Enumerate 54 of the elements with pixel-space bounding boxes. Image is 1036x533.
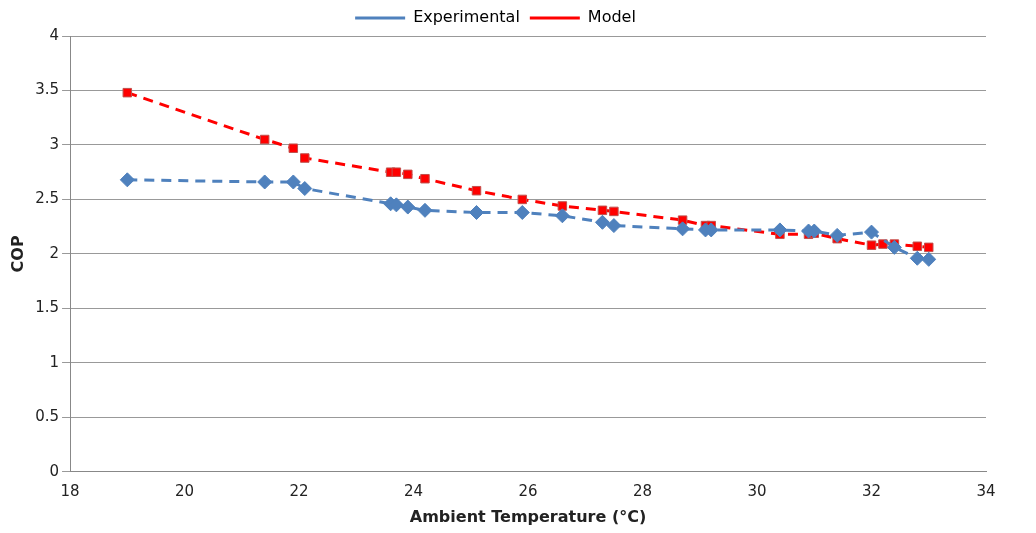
point bbox=[257, 174, 273, 190]
y-tick-label: 1.5 bbox=[35, 298, 60, 317]
legend-label: Model bbox=[587, 7, 636, 27]
point bbox=[829, 227, 845, 243]
point bbox=[866, 240, 877, 250]
y-tick-label: 2.5 bbox=[35, 189, 60, 208]
x-tick-label: 22 bbox=[289, 481, 309, 500]
point bbox=[909, 250, 925, 266]
y-tick-label: 0.5 bbox=[35, 407, 60, 426]
x-tick-label: 28 bbox=[632, 481, 653, 500]
x-tick-label: 24 bbox=[403, 481, 424, 500]
point bbox=[675, 221, 691, 237]
legend-label: Experimental bbox=[413, 7, 520, 27]
x-tick-label: 26 bbox=[518, 481, 538, 500]
point bbox=[924, 242, 934, 253]
x-tick-label: 34 bbox=[976, 481, 996, 500]
point bbox=[122, 87, 133, 98]
y-tick-label: 0 bbox=[49, 461, 60, 480]
point bbox=[119, 172, 135, 188]
point bbox=[606, 218, 622, 234]
y-tick-label: 2 bbox=[49, 243, 60, 262]
point bbox=[417, 202, 433, 218]
y-tick-label: 3 bbox=[49, 134, 60, 153]
point bbox=[609, 206, 619, 217]
point bbox=[594, 214, 610, 230]
point bbox=[288, 143, 299, 153]
x-axis-title: Ambient Temperature (°C) bbox=[409, 506, 647, 526]
point bbox=[471, 185, 482, 196]
point bbox=[300, 153, 310, 163]
point bbox=[921, 251, 937, 267]
point bbox=[420, 173, 430, 184]
point bbox=[400, 199, 416, 215]
point bbox=[259, 134, 270, 145]
y-tick-label: 3.5 bbox=[35, 80, 60, 99]
point bbox=[403, 169, 413, 180]
point bbox=[297, 181, 313, 197]
x-tick-label: 30 bbox=[747, 481, 767, 500]
point bbox=[912, 241, 923, 252]
point bbox=[597, 205, 608, 216]
point bbox=[391, 167, 402, 177]
y-tick-label: 1 bbox=[49, 352, 60, 371]
point bbox=[514, 205, 530, 220]
point bbox=[864, 224, 880, 240]
point bbox=[557, 201, 568, 211]
y-axis-title: COP bbox=[7, 235, 27, 273]
x-tick-label: 18 bbox=[60, 481, 80, 500]
x-tick-label: 32 bbox=[861, 481, 882, 500]
point bbox=[772, 222, 788, 238]
y-tick-label: 4 bbox=[49, 25, 60, 44]
point bbox=[554, 208, 570, 224]
x-tick-label: 20 bbox=[175, 481, 195, 500]
point bbox=[886, 239, 902, 255]
point bbox=[517, 194, 528, 205]
point bbox=[285, 174, 301, 190]
